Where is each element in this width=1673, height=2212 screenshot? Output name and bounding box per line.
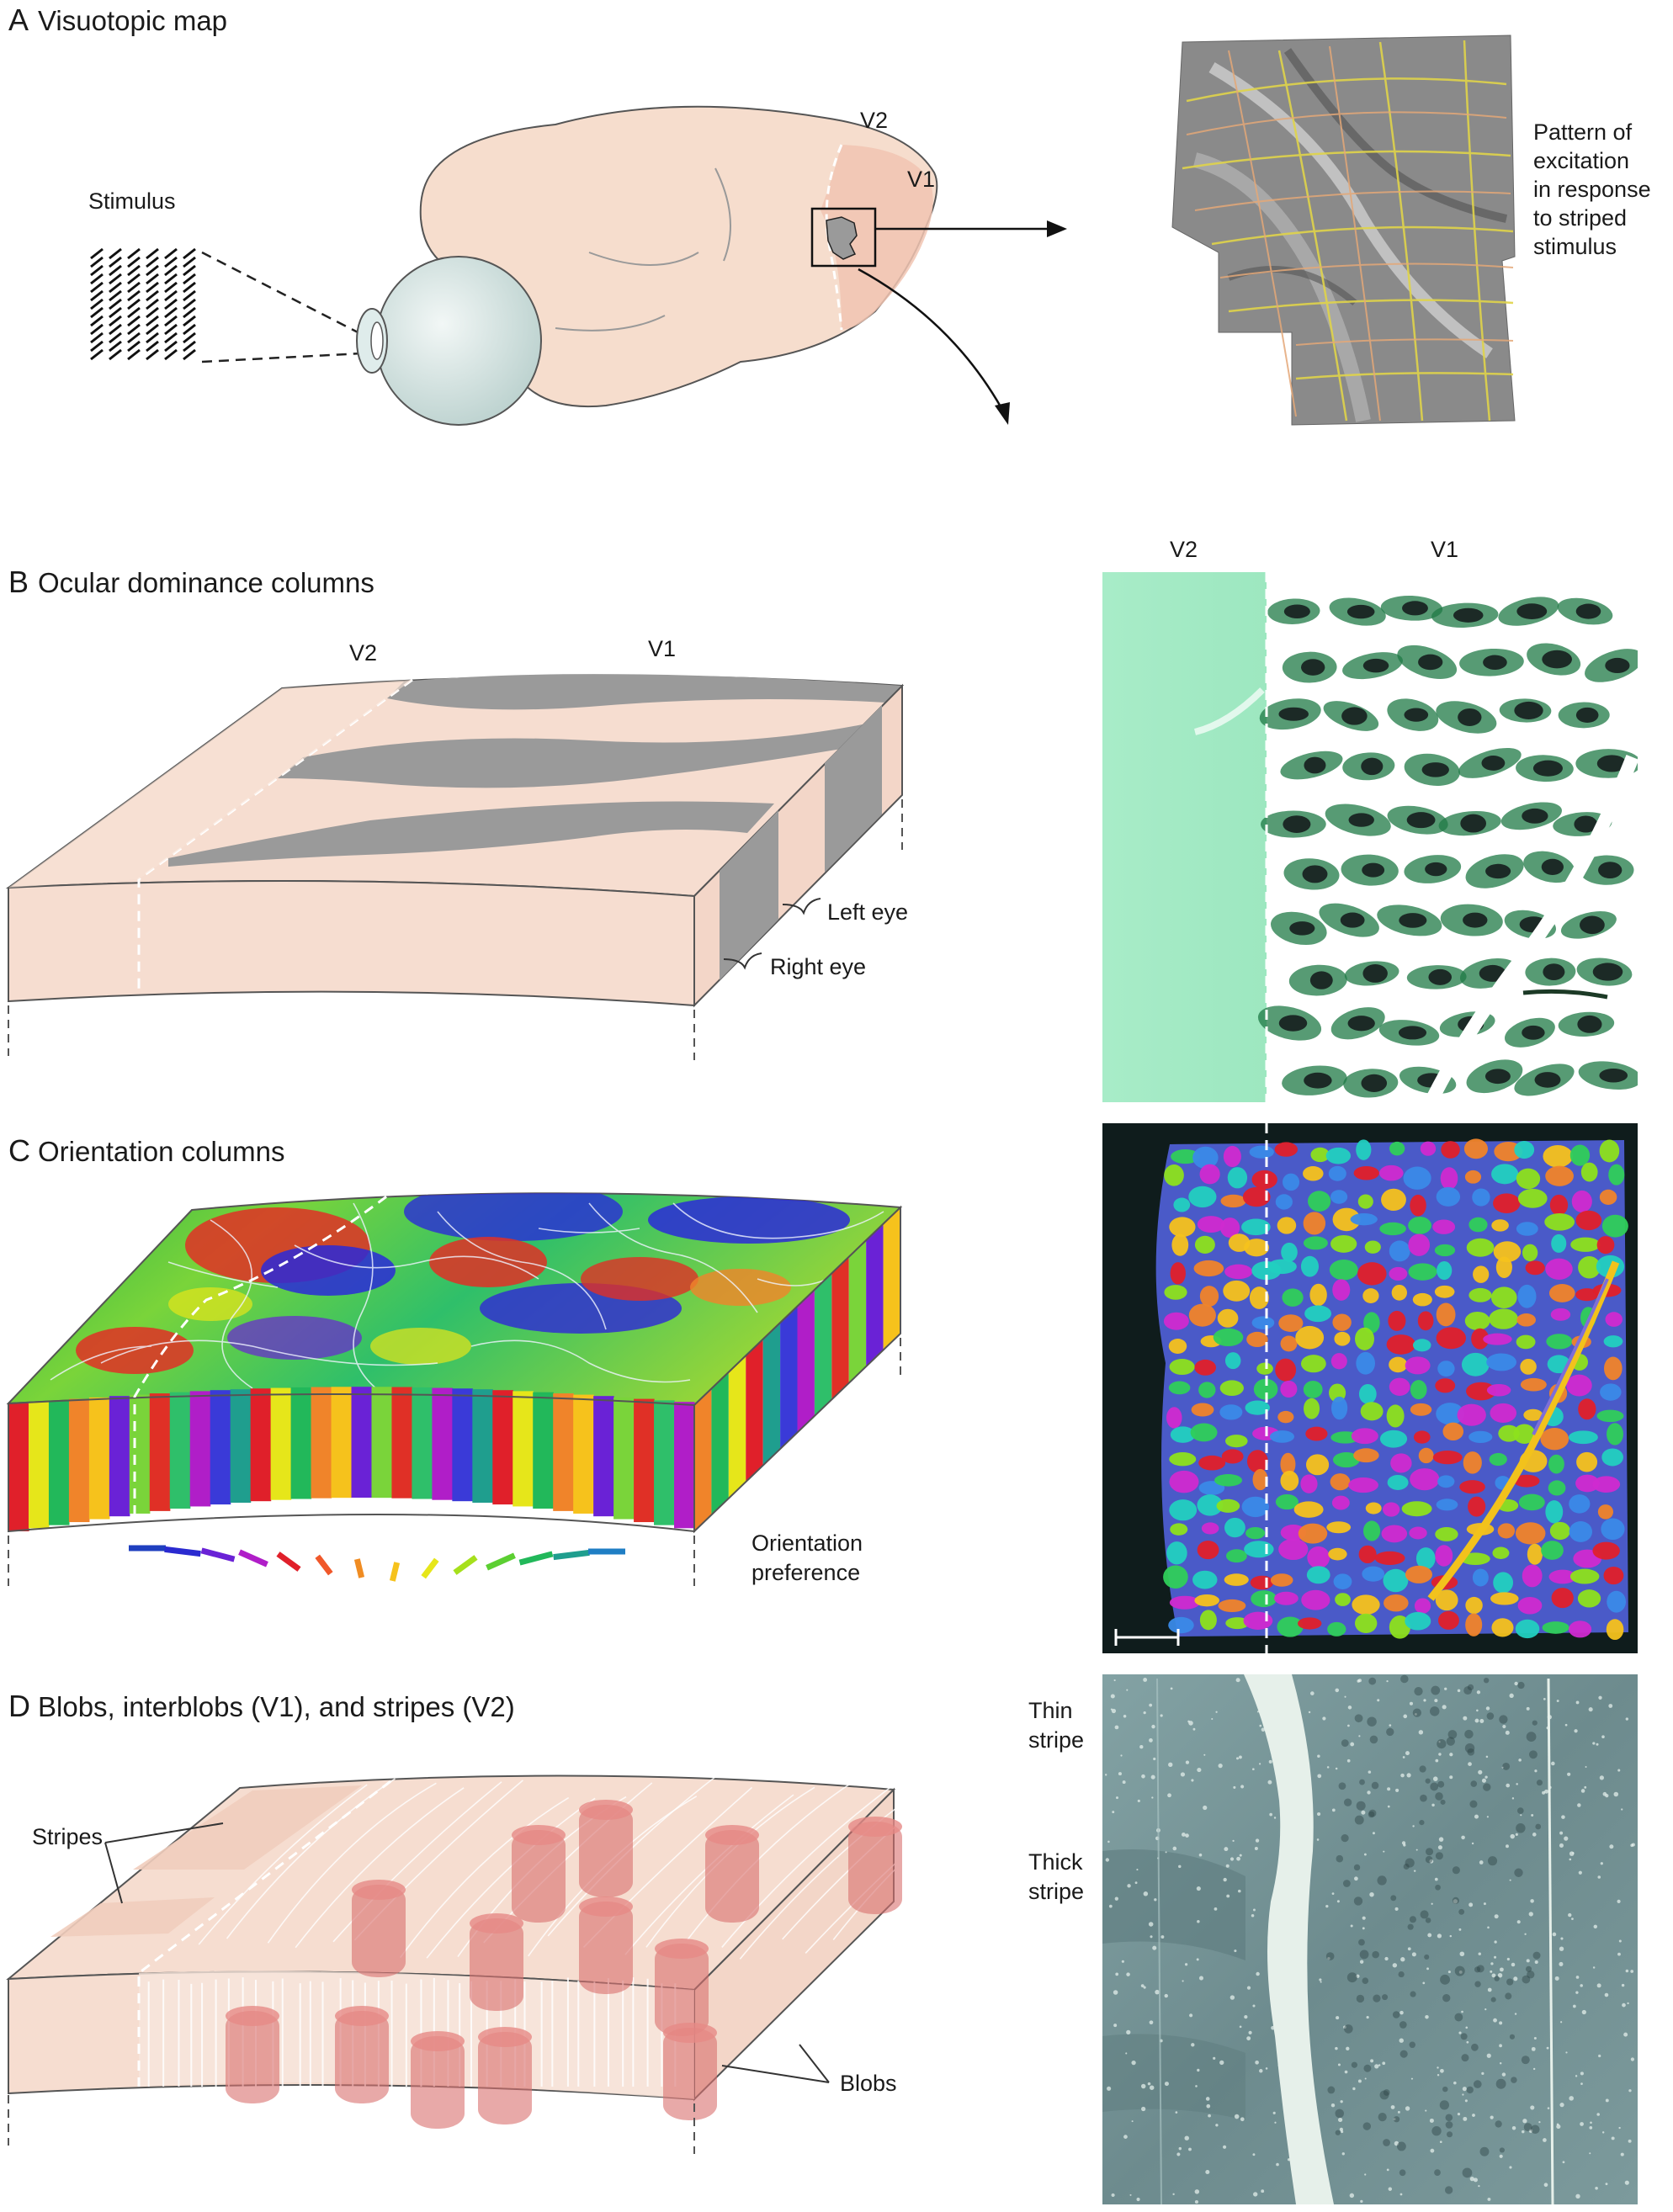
excitation-caption: Pattern of excitation in response to str… [1533, 119, 1651, 259]
orientation-preference-key [129, 1545, 625, 1582]
thin-stripe-label-2: stripe [1028, 1727, 1084, 1753]
thick-stripe-label-2: stripe [1028, 1879, 1084, 1904]
svg-text:excitation: excitation [1533, 148, 1629, 173]
panel-b-v1-label: V1 [648, 636, 676, 661]
thick-stripe-label-1: Thick [1028, 1849, 1083, 1875]
orientation-surface [50, 1193, 884, 1398]
panel-c-letter: C [8, 1133, 30, 1168]
optical-image-montage [1171, 34, 1516, 426]
right-eye-label: Right eye [770, 954, 866, 979]
stimulus-label: Stimulus [88, 188, 176, 214]
blob-columns [226, 1800, 902, 2129]
panel-c-title: Orientation columns [38, 1136, 284, 1167]
left-eye-label: Left eye [827, 899, 908, 925]
svg-text:to striped: to striped [1533, 205, 1627, 231]
panel-c: C Orientation columns [6, 1123, 1638, 1653]
striped-stimulus [90, 247, 196, 361]
panel-a-title: Visuotopic map [38, 5, 227, 36]
od-image-v2-label: V2 [1170, 537, 1198, 562]
orientation-side-face [694, 1207, 900, 1531]
panel-b-letter: B [8, 565, 29, 599]
ocular-dominance-image [1102, 572, 1638, 1102]
recording-window [810, 207, 877, 268]
panel-b-v2-label: V2 [349, 640, 377, 666]
panel-d: D Blobs, interblobs (V1), and stripes (V… [6, 1674, 1638, 2204]
orientation-preference-label-2: preference [752, 1560, 860, 1585]
panel-b: B Ocular dominance columns V2 V1 Left ey… [5, 537, 1638, 1102]
panel-a-v1-label: V1 [907, 167, 935, 192]
panel-d-title: Blobs, interblobs (V1), and stripes (V2) [38, 1691, 515, 1722]
blobs-label: Blobs [840, 2071, 897, 2096]
panel-b-title: Ocular dominance columns [38, 567, 374, 598]
panel-a: A Visuotopic map Stimulus V2 V1 [8, 3, 1651, 426]
orientation-preference-label-1: Orientation [752, 1530, 863, 1556]
stripes-label: Stripes [32, 1824, 103, 1849]
thin-stripe-label-1: Thin [1028, 1698, 1073, 1723]
svg-text:in response: in response [1533, 177, 1651, 202]
orientation-front-face [8, 1387, 695, 1531]
od-image-v1-label: V1 [1431, 537, 1458, 562]
cytochrome-oxidase-image [1102, 1674, 1638, 2204]
panel-d-letter: D [8, 1689, 30, 1723]
panel-a-letter: A [8, 3, 29, 37]
svg-text:stimulus: stimulus [1533, 234, 1617, 259]
panel-a-v2-label: V2 [860, 108, 888, 133]
svg-text:Pattern of: Pattern of [1533, 119, 1633, 145]
eye [375, 256, 542, 426]
orientation-map-image [1102, 1123, 1638, 1653]
